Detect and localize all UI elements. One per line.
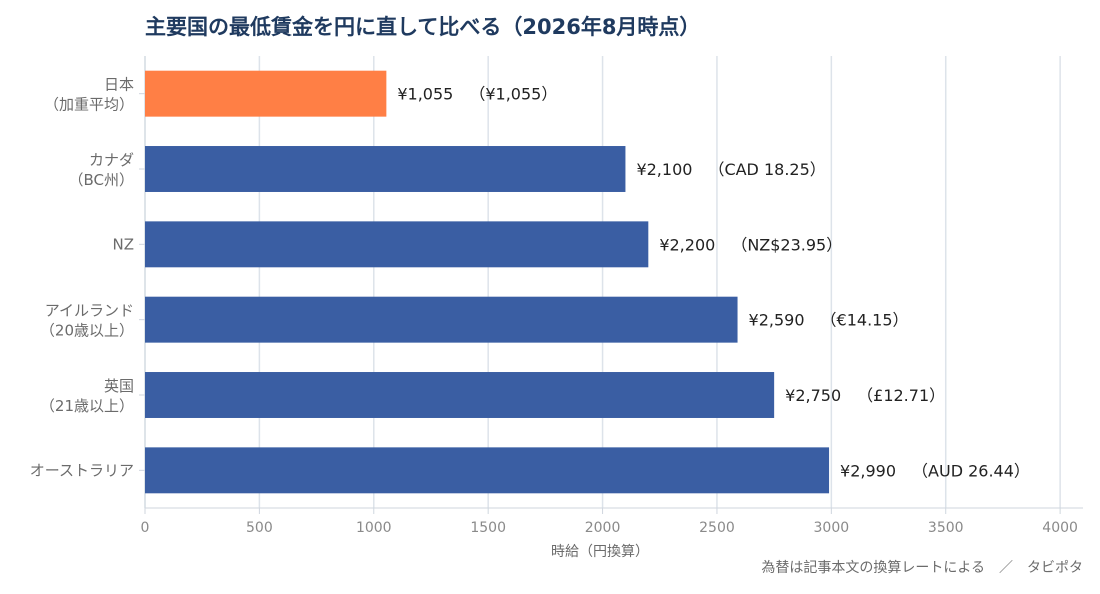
bar-3 — [145, 296, 738, 343]
category-sublabel: （加重平均） — [44, 96, 134, 114]
value-label: ¥2,750 — [785, 386, 841, 405]
category-label: 英国 — [104, 377, 134, 395]
x-tick-label: 0 — [141, 520, 150, 536]
local-currency-label: （¥1,055） — [469, 85, 557, 104]
value-label: ¥2,590 — [749, 311, 805, 330]
x-tick-label: 1000 — [356, 520, 392, 536]
local-currency-label: （AUD 26.44） — [912, 461, 1030, 480]
x-axis-label: 時給（円換算） — [551, 544, 649, 560]
x-tick-label: 1500 — [470, 520, 506, 536]
bar-5 — [145, 447, 830, 494]
category-labels: 日本 （加重平均） カナダ （BC州） NZ アイルランド （20歳以上） 英国 （21歳以上）… — [30, 76, 134, 480]
bar-4 — [145, 372, 775, 418]
bar-2 — [145, 221, 649, 268]
bar-0 — [145, 70, 387, 117]
value-label: ¥2,990 — [840, 461, 896, 480]
x-tick-labels: 0 500 1000 1500 2000 2500 3000 3500 4000 — [141, 520, 1078, 536]
category-label: NZ — [113, 235, 135, 253]
category-sublabel: （BC州） — [68, 171, 134, 189]
x-tick-label: 500 — [246, 520, 273, 536]
x-tick-label: 4000 — [1042, 520, 1078, 536]
value-label: ¥2,200 — [659, 235, 715, 254]
local-currency-label: （NZ$23.95） — [731, 235, 842, 254]
chart-title: 主要国の最低賃金を円に直して比べる（2026年8月時点） — [145, 15, 700, 39]
value-label: ¥1,055 — [397, 85, 453, 104]
category-label: オーストラリア — [30, 461, 134, 479]
category-sublabel: （20歳以上） — [40, 322, 134, 340]
grid-layer — [139, 56, 1083, 514]
x-tick-label: 3500 — [928, 520, 964, 536]
local-currency-label: （CAD 18.25） — [708, 160, 825, 179]
local-currency-label: （£12.71） — [857, 386, 945, 405]
x-tick-label: 2500 — [699, 520, 735, 536]
value-labels: ¥1,055 （¥1,055） ¥2,100 （CAD 18.25） ¥2,200 （NZ… — [397, 85, 1030, 481]
x-tick-label: 3000 — [814, 520, 850, 536]
value-label: ¥2,100 — [636, 160, 692, 179]
category-sublabel: （21歳以上） — [40, 397, 134, 415]
bar-layer — [145, 70, 830, 494]
x-tick-label: 2000 — [585, 520, 621, 536]
category-label: アイルランド — [45, 302, 134, 320]
footnote: 為替は記事本文の換算レートによる ／ タビポタ — [761, 559, 1083, 576]
bar-1 — [145, 146, 626, 192]
category-label: カナダ — [89, 151, 134, 169]
category-label: 日本 — [104, 76, 134, 94]
local-currency-label: （€14.15） — [821, 311, 909, 330]
